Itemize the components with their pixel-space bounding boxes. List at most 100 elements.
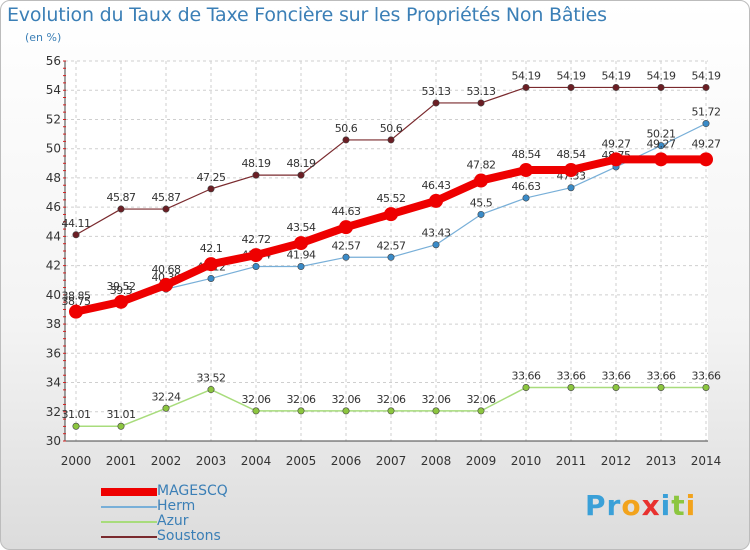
data-point-magescq bbox=[429, 193, 443, 208]
data-point-soustons bbox=[522, 83, 530, 91]
data-point-magescq bbox=[519, 163, 533, 178]
data-label-herm: 43.43 bbox=[422, 227, 451, 240]
data-point-azur bbox=[342, 407, 350, 415]
data-label-azur: 33.66 bbox=[512, 370, 541, 383]
data-point-magescq bbox=[294, 236, 308, 251]
x-tick-label: 2010 bbox=[511, 454, 542, 468]
y-tick-label: 38 bbox=[46, 317, 61, 331]
data-label-soustons: 48.19 bbox=[242, 157, 271, 170]
legend-item-magescq: MAGESCQ bbox=[101, 483, 228, 499]
x-tick-label: 2004 bbox=[241, 454, 272, 468]
data-point-herm bbox=[522, 194, 530, 202]
data-point-azur bbox=[657, 384, 665, 392]
data-label-azur: 32.06 bbox=[287, 393, 316, 406]
data-point-magescq bbox=[249, 248, 263, 263]
data-label-azur: 32.06 bbox=[467, 393, 496, 406]
data-label-soustons: 50.6 bbox=[380, 122, 403, 135]
data-label-magescq: 39.52 bbox=[107, 280, 136, 293]
x-tick-label: 2005 bbox=[286, 454, 317, 468]
data-point-azur bbox=[162, 404, 170, 412]
data-label-soustons: 47.25 bbox=[197, 171, 226, 184]
logo-letter: o bbox=[621, 489, 642, 522]
data-label-azur: 31.01 bbox=[107, 408, 136, 421]
data-label-azur: 33.66 bbox=[602, 370, 631, 383]
legend-item-herm: Herm bbox=[101, 498, 195, 514]
legend-label: MAGESCQ bbox=[157, 483, 228, 499]
data-point-magescq bbox=[159, 277, 173, 292]
data-label-soustons: 45.87 bbox=[107, 191, 136, 204]
legend-swatch bbox=[101, 488, 157, 496]
data-point-herm bbox=[252, 262, 260, 270]
data-point-soustons bbox=[162, 205, 170, 213]
legend-label: Herm bbox=[157, 498, 196, 514]
data-point-magescq bbox=[204, 257, 218, 272]
data-point-azur bbox=[207, 386, 215, 394]
x-tick-label: 2000 bbox=[61, 454, 92, 468]
data-point-magescq bbox=[114, 294, 128, 309]
data-label-soustons: 50.6 bbox=[335, 122, 358, 135]
y-tick-label: 40 bbox=[46, 288, 61, 302]
y-tick-label: 32 bbox=[46, 405, 61, 419]
data-label-herm: 51.72 bbox=[692, 106, 721, 119]
data-point-magescq bbox=[339, 220, 353, 235]
data-label-magescq: 45.52 bbox=[377, 192, 406, 205]
data-label-magescq: 49.27 bbox=[602, 137, 631, 150]
data-point-soustons bbox=[72, 231, 80, 239]
data-point-soustons bbox=[207, 185, 215, 193]
data-point-soustons bbox=[252, 171, 260, 179]
data-point-magescq bbox=[699, 152, 713, 167]
data-point-herm bbox=[702, 120, 710, 128]
data-label-azur: 32.24 bbox=[152, 390, 181, 403]
data-point-herm bbox=[657, 142, 665, 150]
legend-item-soustons: Soustons bbox=[101, 528, 221, 544]
chart-title: Evolution du Taux de Taxe Foncière sur l… bbox=[7, 4, 607, 26]
data-point-magescq bbox=[609, 152, 623, 167]
x-tick-label: 2006 bbox=[331, 454, 362, 468]
proxiti-logo: Proxiti bbox=[585, 489, 696, 522]
x-tick-label: 2008 bbox=[421, 454, 452, 468]
data-label-soustons: 53.13 bbox=[422, 85, 451, 98]
data-point-herm bbox=[477, 210, 485, 218]
data-label-azur: 33.66 bbox=[692, 370, 721, 383]
data-point-magescq bbox=[654, 152, 668, 167]
data-label-magescq: 48.54 bbox=[512, 148, 541, 161]
data-label-azur: 31.01 bbox=[62, 408, 91, 421]
x-tick-label: 2012 bbox=[601, 454, 632, 468]
plot-area bbox=[65, 61, 708, 441]
data-point-azur bbox=[117, 422, 125, 430]
x-tick-label: 2001 bbox=[106, 454, 137, 468]
x-tick-label: 2007 bbox=[376, 454, 407, 468]
y-tick-label: 36 bbox=[46, 346, 61, 360]
data-label-soustons: 48.19 bbox=[287, 157, 316, 170]
data-label-soustons: 54.19 bbox=[692, 69, 721, 82]
data-point-soustons bbox=[387, 136, 395, 144]
data-label-azur: 32.06 bbox=[332, 393, 361, 406]
logo-letter: t bbox=[671, 489, 686, 522]
logo-letter: x bbox=[641, 489, 661, 522]
y-tick-label: 34 bbox=[46, 376, 61, 390]
data-point-azur bbox=[567, 384, 575, 392]
data-label-magescq: 42.1 bbox=[200, 242, 223, 255]
data-label-herm: 42.57 bbox=[332, 239, 361, 252]
y-tick-label: 56 bbox=[46, 54, 61, 68]
y-tick-label: 46 bbox=[46, 200, 61, 214]
data-point-azur bbox=[702, 384, 710, 392]
legend-swatch bbox=[101, 521, 157, 523]
y-tick-label: 54 bbox=[46, 83, 61, 97]
data-point-soustons bbox=[297, 171, 305, 179]
data-label-herm: 41.94 bbox=[287, 248, 316, 261]
data-label-herm: 39.5 bbox=[110, 284, 133, 297]
y-tick-label: 30 bbox=[46, 434, 61, 448]
data-label-azur: 32.06 bbox=[242, 393, 271, 406]
data-point-azur bbox=[432, 407, 440, 415]
x-tick-label: 2002 bbox=[151, 454, 182, 468]
data-point-azur bbox=[612, 384, 620, 392]
data-point-soustons bbox=[702, 83, 710, 91]
data-point-herm bbox=[387, 253, 395, 261]
data-point-azur bbox=[387, 407, 395, 415]
data-point-magescq bbox=[69, 304, 83, 319]
data-point-magescq bbox=[564, 163, 578, 178]
y-tick-label: 42 bbox=[46, 259, 61, 273]
x-tick-label: 2011 bbox=[556, 454, 587, 468]
